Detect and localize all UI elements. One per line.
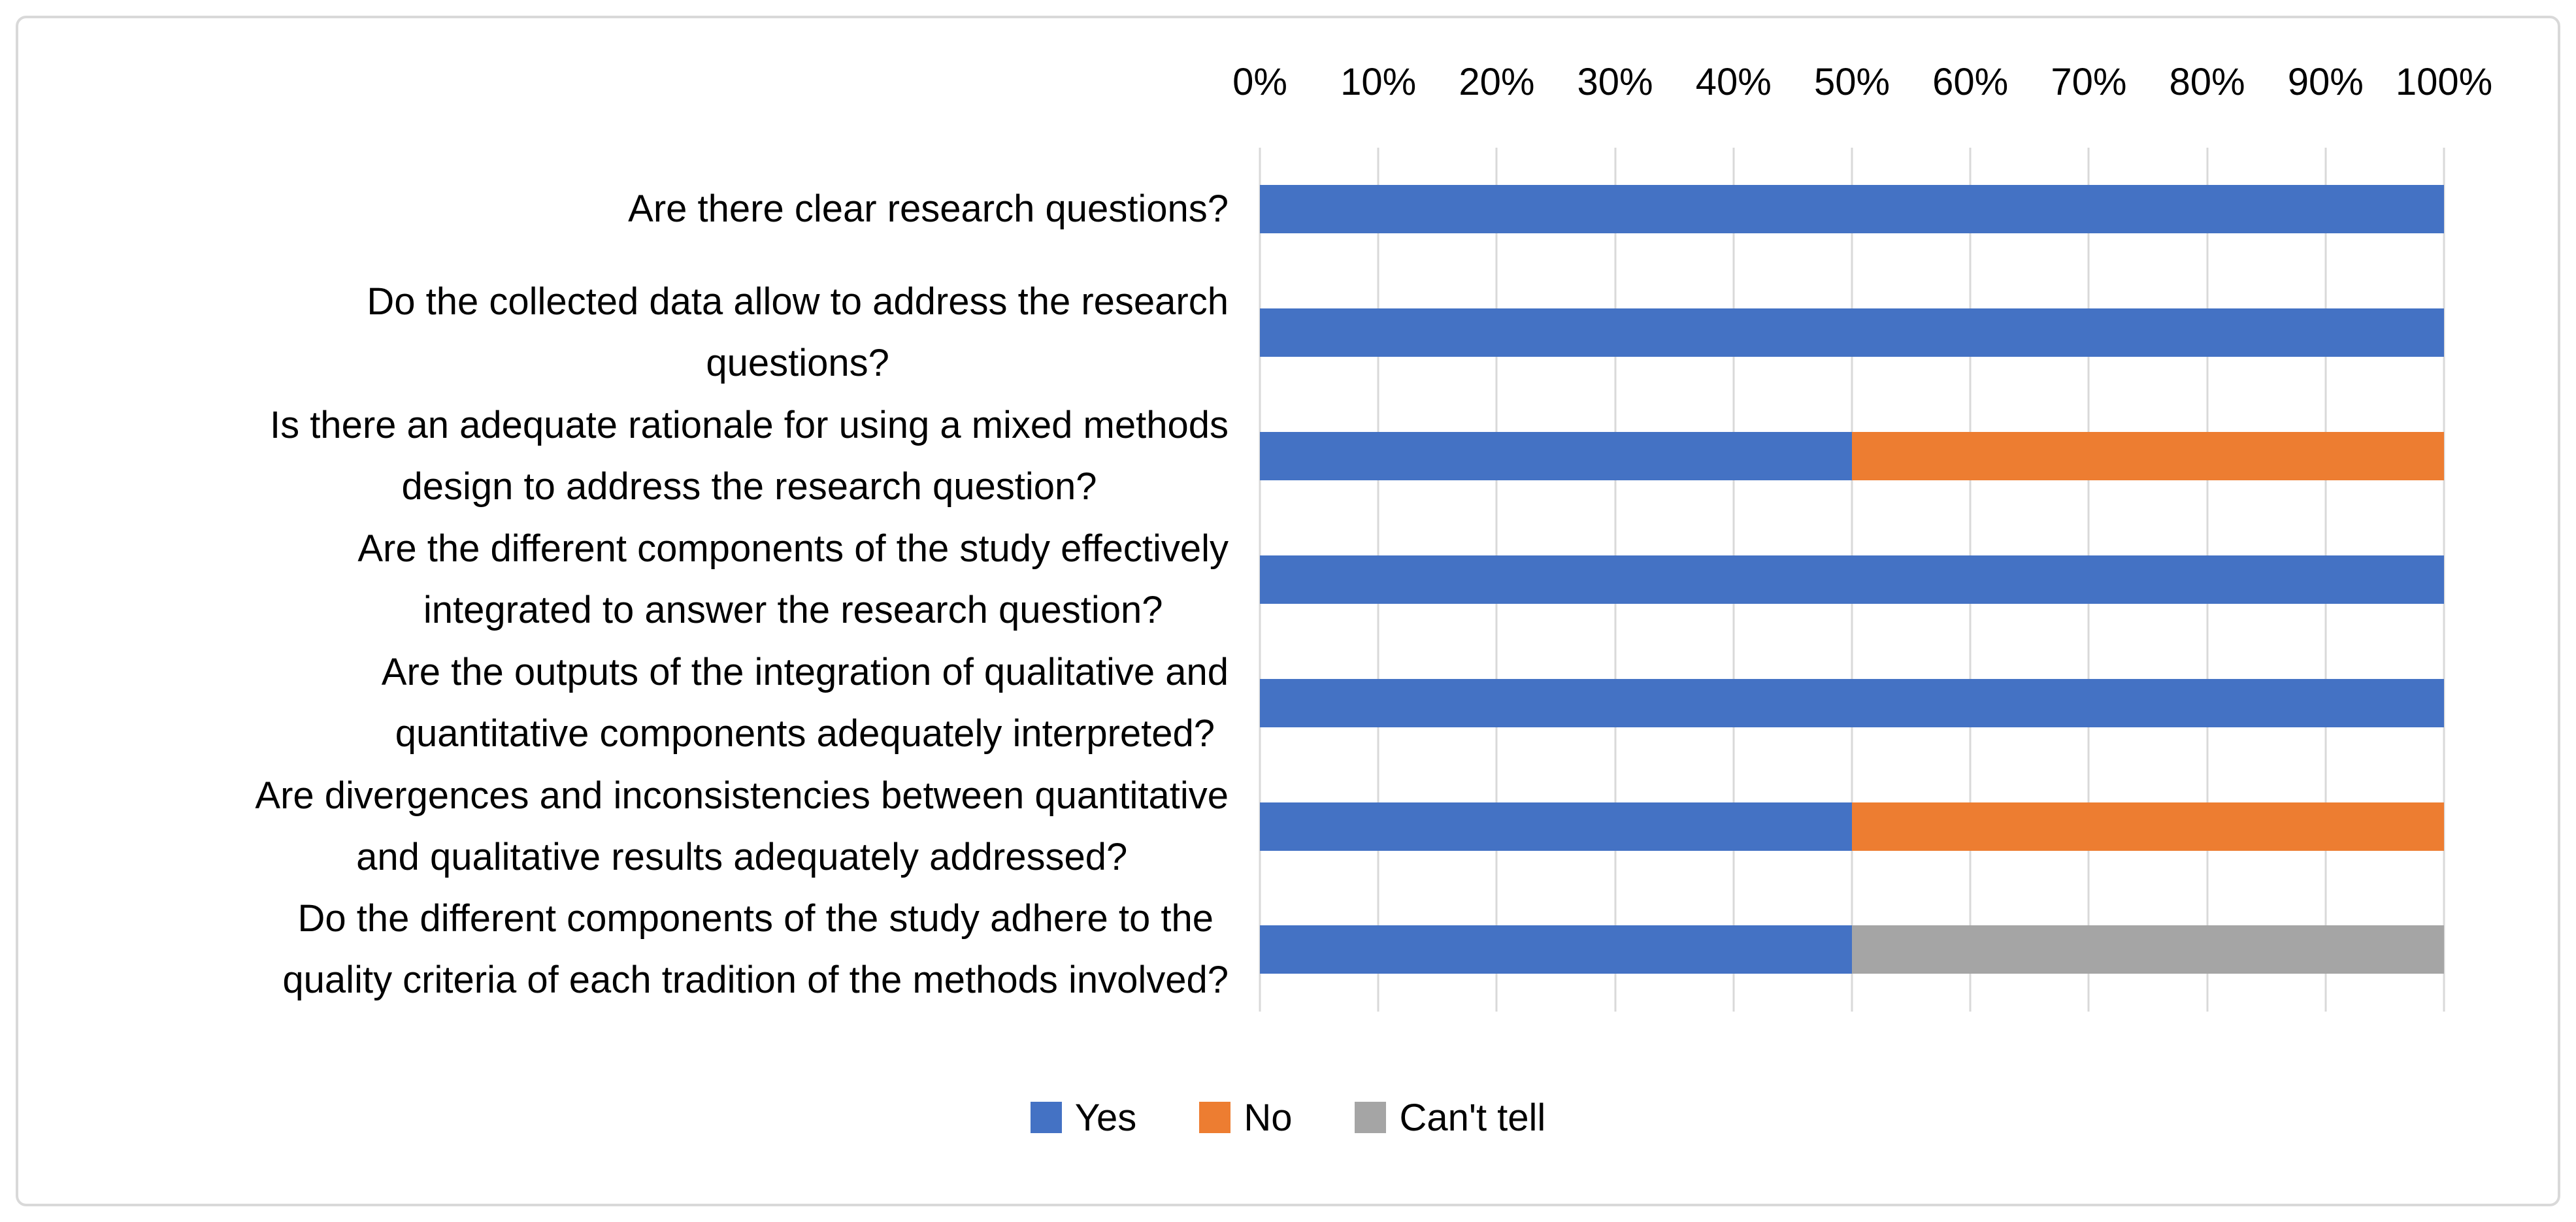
bar-segment-yes bbox=[1260, 802, 1852, 851]
x-axis-tick-label: 100% bbox=[2395, 61, 2493, 103]
legend-item: Yes bbox=[1030, 1096, 1137, 1140]
legend-swatch bbox=[1355, 1102, 1387, 1133]
category-label: Are there clear research questions? bbox=[628, 188, 1229, 231]
legend-label: Can't tell bbox=[1399, 1096, 1546, 1139]
legend: Yes No Can't tell bbox=[18, 1078, 2558, 1157]
x-axis-tick-label: 10% bbox=[1340, 61, 1417, 103]
chart-frame: 0% 10% 20% 30% 40% 50% 60% 70% 80% 90% 100% Are th… bbox=[16, 16, 2560, 1206]
stacked-bar bbox=[1260, 185, 2444, 234]
x-axis-tick-label: 0% bbox=[1232, 61, 1287, 103]
category-label: Are the different components of the stud… bbox=[357, 527, 1229, 631]
bar-segment-no bbox=[1852, 432, 2444, 481]
bar-segment-yes bbox=[1260, 308, 2444, 357]
category-labels: Are there clear research questions? Do th… bbox=[29, 148, 1229, 1012]
legend-label: Yes bbox=[1074, 1096, 1137, 1139]
category-row: Are divergences and inconsistencies betw… bbox=[29, 765, 1229, 888]
x-axis-tick-label: 60% bbox=[1932, 61, 2009, 103]
bar-row bbox=[1260, 888, 2444, 1012]
category-label: Are the outputs of the integration of qu… bbox=[381, 650, 1229, 755]
stacked-bar bbox=[1260, 432, 2444, 481]
category-row: Do the collected data allow to address t… bbox=[29, 271, 1229, 395]
legend-swatch bbox=[1030, 1102, 1062, 1133]
category-row: Are there clear research questions? bbox=[29, 148, 1229, 271]
grid-line bbox=[2443, 148, 2445, 1012]
bar-segment-yes bbox=[1260, 432, 1852, 481]
category-label: Do the collected data allow to address t… bbox=[367, 280, 1229, 385]
bar-row bbox=[1260, 395, 2444, 518]
x-axis-tick-label: 40% bbox=[1695, 61, 1772, 103]
bar-segment-yes bbox=[1260, 925, 1852, 974]
stacked-bar bbox=[1260, 308, 2444, 357]
bar-segment-yes bbox=[1260, 185, 2444, 234]
category-row: Do the different components of the study… bbox=[29, 888, 1229, 1012]
bar-row bbox=[1260, 271, 2444, 395]
stacked-bar bbox=[1260, 555, 2444, 604]
x-axis-tick-label: 80% bbox=[2169, 61, 2245, 103]
category-row: Are the outputs of the integration of qu… bbox=[29, 641, 1229, 765]
legend-swatch bbox=[1199, 1102, 1231, 1133]
bar-rows bbox=[1260, 148, 2444, 1012]
x-axis-tick-label: 50% bbox=[1813, 61, 1891, 103]
category-row: Are the different components of the stud… bbox=[29, 518, 1229, 642]
category-label: Are divergences and inconsistencies betw… bbox=[255, 774, 1229, 878]
legend-label: No bbox=[1244, 1096, 1293, 1139]
x-axis-tick-label: 70% bbox=[2051, 61, 2127, 103]
x-axis-tick-label: 90% bbox=[2287, 61, 2364, 103]
x-axis-tick-label: 20% bbox=[1459, 61, 1535, 103]
category-row: Is there an adequate rationale for using… bbox=[29, 395, 1229, 518]
category-label: Do the different components of the study… bbox=[282, 897, 1229, 1002]
bar-row bbox=[1260, 518, 2444, 642]
bar-row bbox=[1260, 641, 2444, 765]
bar-segment-can-t-tell bbox=[1852, 925, 2444, 974]
x-axis-tick-label: 30% bbox=[1577, 61, 1653, 103]
plot-area bbox=[1259, 148, 2445, 1012]
stacked-bar bbox=[1260, 925, 2444, 974]
bar-row bbox=[1260, 765, 2444, 888]
x-axis-tick-labels: 0% 10% 20% 30% 40% 50% 60% 70% 80% 90% 100% bbox=[1232, 51, 2492, 114]
bar-segment-yes bbox=[1260, 678, 2444, 727]
legend-item: Can't tell bbox=[1355, 1096, 1545, 1140]
bar-row bbox=[1260, 148, 2444, 271]
bar-segment-no bbox=[1852, 802, 2444, 851]
bar-segment-yes bbox=[1260, 555, 2444, 604]
stacked-bar bbox=[1260, 678, 2444, 727]
stacked-bar bbox=[1260, 802, 2444, 851]
category-label: Is there an adequate rationale for using… bbox=[269, 404, 1229, 508]
legend-item: No bbox=[1199, 1096, 1292, 1140]
